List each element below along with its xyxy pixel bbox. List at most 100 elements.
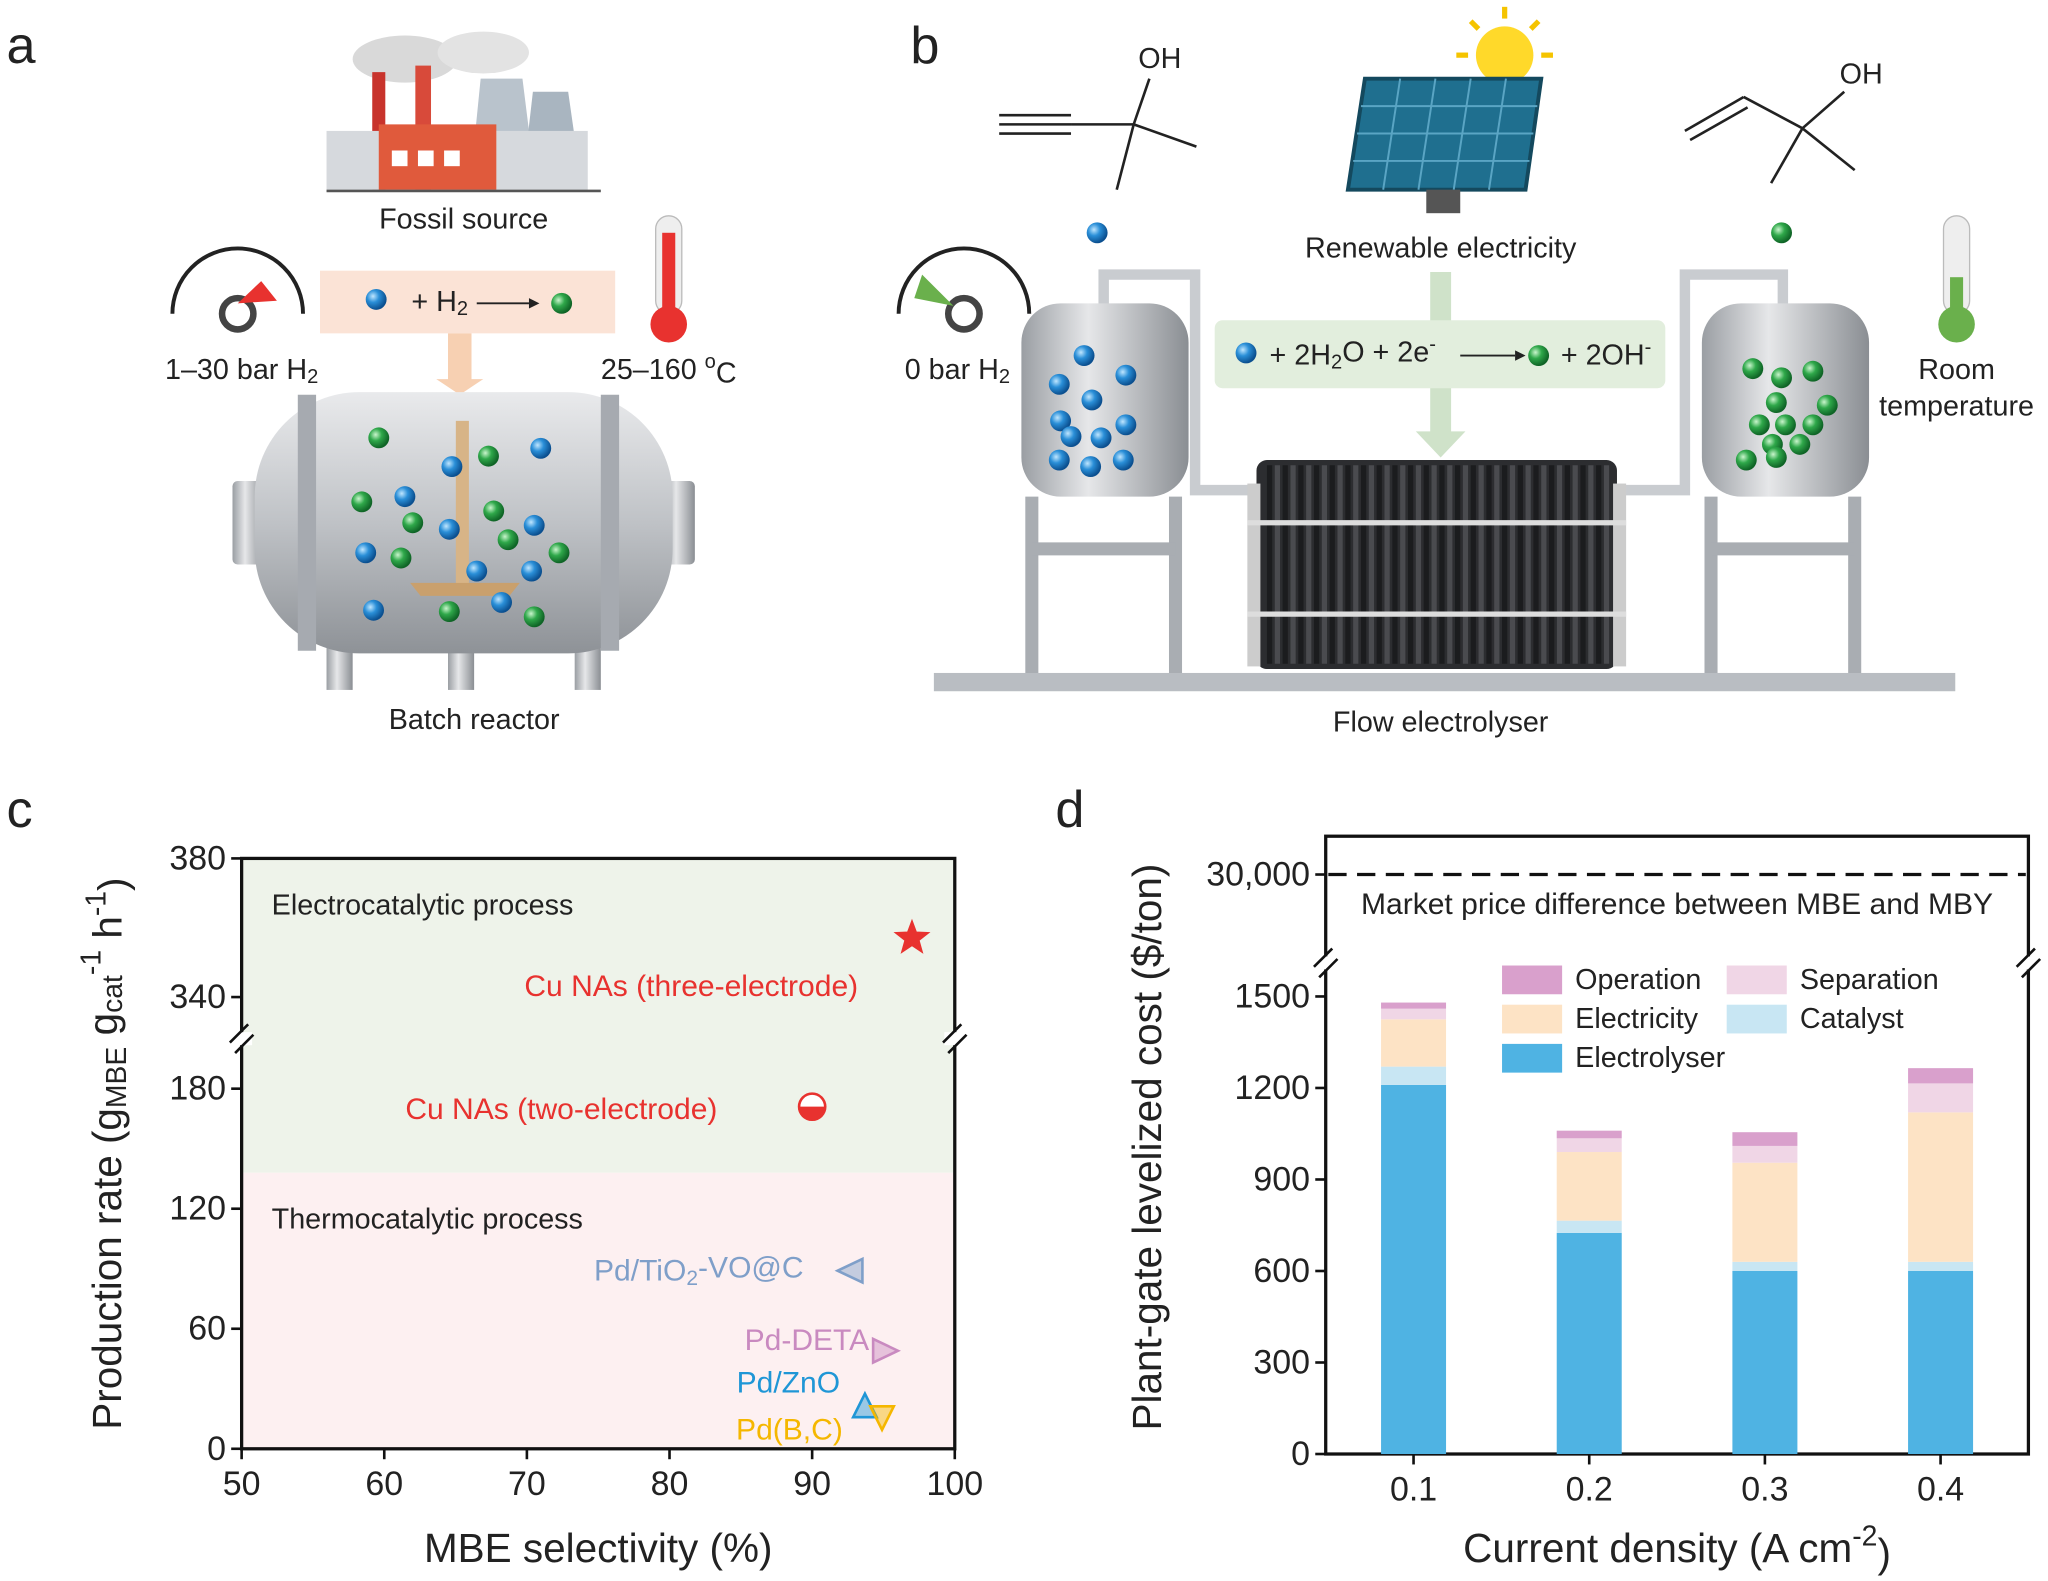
text-part: O + 2e [1342, 337, 1429, 369]
label: 0 bar H2 [905, 354, 1010, 388]
product-molecule [1684, 90, 1856, 184]
text-part: C [716, 357, 737, 389]
label: 1–30 bar H2 [165, 354, 318, 388]
product-ball [390, 547, 412, 569]
point-label: Cu NAs (three-electrode) [524, 970, 858, 1003]
text-part: + 2H [1270, 340, 1331, 372]
bar-segment [1381, 1002, 1447, 1009]
thermometer [650, 215, 688, 343]
reactant-ball [530, 437, 552, 459]
axis-break [234, 1033, 255, 1054]
bar-segment [1732, 1270, 1798, 1455]
legend-label: Separation [1800, 964, 1939, 996]
bar-segment [1908, 1270, 1974, 1455]
x-tick-label: 0.1 [1390, 1470, 1437, 1508]
bar-segment [1556, 1138, 1622, 1153]
arrow [436, 333, 484, 395]
reaction-box [1214, 320, 1666, 389]
y-tick-label: 340 [169, 978, 226, 1016]
legend-swatch [1502, 1043, 1563, 1073]
y-tick-label: 1500 [1235, 977, 1311, 1015]
text-part: Pd/TiO [594, 1254, 686, 1287]
x-tick-label: 0.3 [1741, 1470, 1788, 1508]
text-part: 2 [686, 1267, 698, 1290]
x-tick-label: 0.4 [1917, 1470, 1964, 1508]
reactant-ball [1112, 449, 1134, 471]
bar-segment [1556, 1152, 1622, 1221]
plot-frame [1324, 834, 2031, 1456]
product-ball [1765, 392, 1787, 414]
label: Batch reactor [389, 704, 560, 736]
reactant-ball [441, 456, 463, 478]
y-tick-label: 180 [169, 1070, 226, 1108]
point [871, 1336, 901, 1365]
axis-break [1318, 958, 1339, 979]
equation: + 2H2O + 2e- [1270, 333, 1436, 373]
gauge [170, 246, 305, 333]
text-part: g [80, 1013, 126, 1047]
solar-panel [1345, 6, 1553, 214]
reactant-ball [1050, 410, 1072, 432]
axis-break [2015, 947, 2036, 968]
reactant-ball [1080, 456, 1102, 478]
text-part: - [1645, 337, 1652, 359]
axis-break [942, 1023, 963, 1044]
label: OH [1840, 59, 1883, 91]
bar-segment [1908, 1083, 1974, 1113]
reference-label: Market price difference between MBE and … [1361, 888, 1993, 921]
text-part: ) [1877, 1530, 1890, 1576]
reactant-ball [523, 514, 545, 536]
legend-swatch [1726, 965, 1787, 995]
gauge [896, 246, 1032, 333]
bar-segment [1908, 1261, 1974, 1271]
bar-segment [1732, 1132, 1798, 1146]
reactant-ball [521, 560, 543, 582]
y-tick-label: 30,000 [1206, 856, 1310, 894]
text-part: o [705, 351, 716, 373]
arrow [1515, 350, 1526, 361]
y-tick-label: 300 [1253, 1344, 1310, 1382]
bar-chart: 0 300 600 900 1200 1500 30,000 Market price dif… [1124, 834, 2042, 1576]
y-tick-label: 600 [1253, 1252, 1310, 1290]
point-label: Pd/TiO2-VO@C [594, 1251, 804, 1290]
product-ball [548, 542, 570, 564]
text-part: 1–30 bar H [165, 354, 307, 386]
factory [326, 31, 601, 193]
y-tick-label: 380 [169, 839, 226, 877]
scatter-chart: Electrocatalytic process Thermocatalytic … [76, 839, 984, 1571]
point [834, 1256, 864, 1285]
product-ball [1802, 414, 1824, 436]
legend-label: Electricity [1575, 1003, 1699, 1035]
text-part: 2 [999, 366, 1010, 388]
product-ball [1775, 414, 1796, 436]
x-tick-label: 0.2 [1566, 1470, 1613, 1508]
bar-segment [1732, 1261, 1798, 1271]
y-tick-label: 900 [1253, 1160, 1310, 1198]
text-part: cat [97, 975, 129, 1013]
molecules [351, 222, 1838, 628]
product-ball [1748, 414, 1770, 436]
plot-frame [239, 856, 957, 1451]
product-ball [1771, 222, 1792, 244]
panel-label: b [910, 17, 939, 75]
label: Flow electrolyser [1333, 707, 1549, 739]
text-part: Current density (A cm [1463, 1525, 1852, 1571]
reactant-ball [1048, 449, 1070, 471]
region [241, 858, 955, 1173]
panel-label: c [7, 781, 33, 839]
text-part: -1 [76, 950, 108, 975]
bar-segment [1908, 1112, 1974, 1262]
text-part: 0 bar H [905, 354, 999, 386]
label: Renewable electricity [1305, 232, 1577, 264]
batch-reactor [232, 392, 695, 690]
label: 25–160 oC [601, 351, 737, 389]
reactant-ball [365, 288, 387, 310]
product-ball [478, 445, 499, 467]
bar-segment [1908, 1068, 1974, 1084]
x-tick-label: 50 [223, 1465, 261, 1503]
reactant-ball [466, 560, 488, 582]
reactant-ball [363, 599, 384, 621]
reactant-ball [1086, 222, 1108, 244]
product-ball [497, 529, 519, 551]
